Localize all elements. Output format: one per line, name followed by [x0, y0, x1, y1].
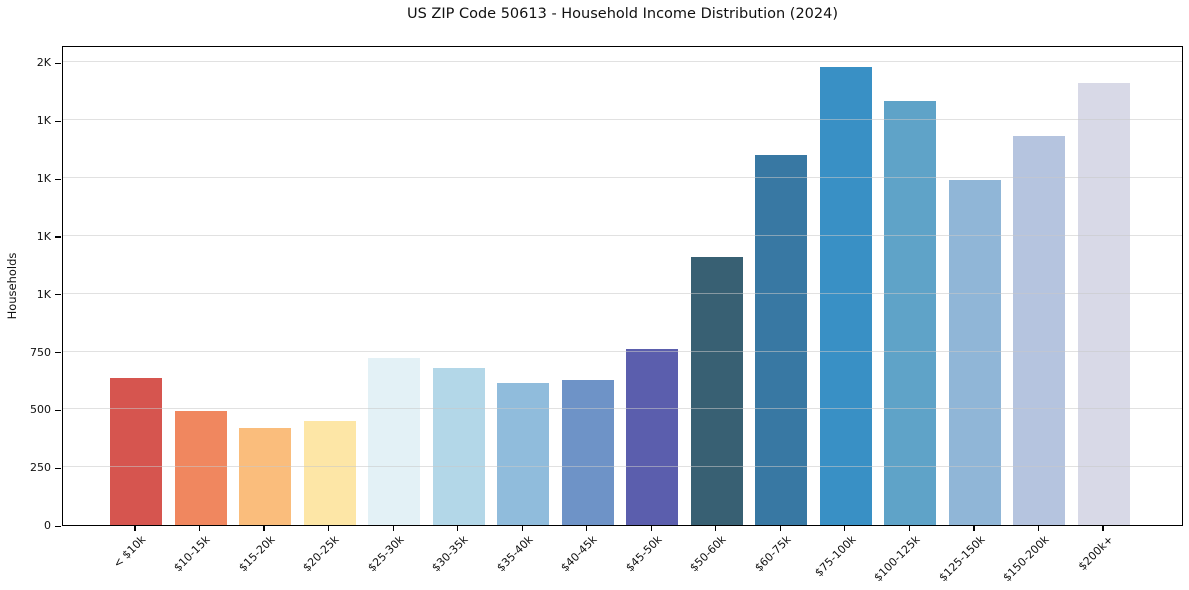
- bar-125-150k: [948, 180, 1001, 525]
- y-tick-mark: [55, 352, 61, 354]
- x-tick-mark: [392, 526, 394, 531]
- x-tick-label-50-60k: $50-60k: [687, 533, 730, 575]
- y-tick-label: 1K: [36, 229, 51, 243]
- x-tick-label-45-50k: $45-50k: [623, 533, 665, 575]
- bar-45-50k: [626, 349, 679, 525]
- x-tick-label-20-25k: $20-25k: [300, 533, 342, 575]
- x-tick-label-15-20k: $15-20k: [236, 533, 278, 575]
- x-tick-label-100-125k: $100-125k: [871, 533, 923, 585]
- x-tick-label-40-45k: $40-45k: [558, 533, 600, 575]
- y-tick-mark: [55, 62, 61, 65]
- bar-10k: [110, 378, 162, 525]
- x-tick-mark: [973, 526, 975, 531]
- y-tick-label: 500: [30, 403, 51, 417]
- bar-20-25k: [303, 420, 356, 525]
- x-tick-mark: [779, 526, 781, 531]
- bar-30-35k: [432, 367, 485, 525]
- y-tick-label: 250: [30, 461, 51, 475]
- y-axis-label: Households: [5, 252, 19, 320]
- x-tick-label-150-200k: $150-200k: [1000, 533, 1052, 585]
- y-tick-label: 1K: [36, 172, 51, 185]
- bar-40-45k: [561, 380, 614, 525]
- x-tick-mark: [844, 526, 846, 531]
- x-tick-mark: [586, 526, 588, 531]
- y-tick-mark: [55, 236, 61, 238]
- x-tick-mark: [715, 526, 717, 531]
- bar-75-100k: [819, 66, 872, 525]
- bar-200k: [1078, 83, 1130, 525]
- x-tick-label-10k: < $10k: [110, 533, 149, 571]
- bar-15-20k: [239, 427, 292, 525]
- x-tick-label-125-150k: $125-150k: [935, 533, 988, 585]
- bar-35-40k: [497, 382, 550, 525]
- x-tick-mark: [1037, 526, 1040, 531]
- x-tick-label-35-40k: $35-40k: [494, 533, 536, 575]
- x-tick-mark: [521, 526, 523, 531]
- y-tick-label: 1K: [36, 287, 51, 301]
- bar-100-125k: [884, 100, 937, 525]
- bar-150-200k: [1013, 136, 1066, 525]
- x-tick-label-10-15k: $10-15k: [171, 533, 213, 575]
- y-tick-mark: [55, 467, 61, 469]
- x-tick-label-75-100k: $75-100k: [811, 533, 859, 580]
- y-tick-mark: [55, 120, 61, 122]
- y-tick-mark: [55, 294, 61, 296]
- y-tick-label: 1K: [36, 114, 51, 128]
- x-tick-label-30-35k: $30-35k: [429, 533, 471, 575]
- y-tick-label: 2K: [36, 56, 51, 70]
- x-tick-mark: [908, 526, 910, 531]
- x-tick-mark: [650, 526, 652, 531]
- y-tick-mark: [55, 178, 61, 180]
- x-tick-mark: [198, 526, 201, 531]
- gridline-2000: [63, 61, 1182, 63]
- x-tick-label-60-75k: $60-75k: [752, 533, 794, 575]
- x-tick-mark: [134, 526, 136, 531]
- bar-25-30k: [368, 358, 421, 525]
- x-tick-mark: [457, 526, 459, 531]
- y-tick-mark: [55, 525, 61, 527]
- bar-10-15k: [174, 410, 227, 525]
- x-tick-mark: [1102, 526, 1104, 531]
- plot-area: [62, 46, 1183, 526]
- x-tick-label-200k: $200k+: [1076, 533, 1117, 574]
- y-tick-label: 0: [44, 519, 51, 532]
- y-tick-label: 750: [30, 345, 51, 359]
- x-tick-label-25-30k: $25-30k: [365, 533, 407, 575]
- chart-title: US ZIP Code 50613 - Household Income Dis…: [406, 6, 839, 22]
- bar-50-60k: [690, 256, 743, 525]
- x-tick-mark: [263, 526, 265, 531]
- y-tick-mark: [55, 409, 61, 412]
- bar-60-75k: [755, 154, 808, 525]
- gridline-1750: [63, 119, 1182, 121]
- x-tick-mark: [328, 526, 330, 531]
